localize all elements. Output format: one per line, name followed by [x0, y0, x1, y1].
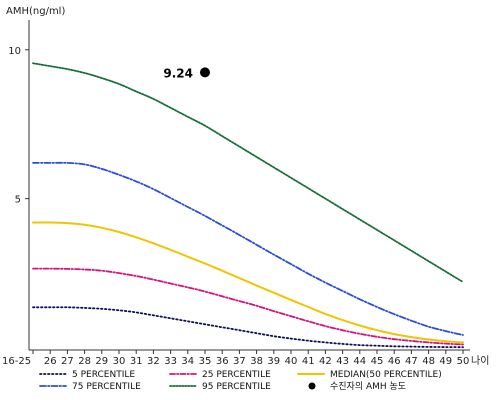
- x-tick-label: 39: [267, 356, 280, 367]
- x-tick-label: 16-25: [2, 356, 31, 367]
- x-tick-label: 38: [250, 356, 263, 367]
- legend-label-p25: 25 PERCENTILE: [202, 370, 271, 380]
- legend-label-patient: 수진자의 AMH 농도: [330, 381, 406, 392]
- x-tick-label: 48: [422, 356, 435, 367]
- x-tick-label: 42: [319, 356, 332, 367]
- x-tick-label: 32: [147, 356, 160, 367]
- x-tick-label: 33: [164, 356, 177, 367]
- x-tick-label: 35: [199, 356, 212, 367]
- legend-label-p75: 75 PERCENTILE: [72, 382, 141, 392]
- x-tick-label: 40: [285, 356, 298, 367]
- x-tick-label: 28: [78, 356, 91, 367]
- series-line-p95: [32, 62, 464, 283]
- x-tick-label: 41: [302, 356, 315, 367]
- series-line-p5: [32, 306, 464, 349]
- x-tick-label: 47: [405, 356, 418, 367]
- x-tick-label: 46: [388, 356, 401, 367]
- series-line-p75: [32, 161, 464, 336]
- y-tick-label: 10: [8, 46, 21, 57]
- x-tick-label: 37: [233, 356, 246, 367]
- legend-label-median: MEDIAN(50 PERCENTILE): [330, 370, 442, 380]
- x-tick-label: 36: [216, 356, 229, 367]
- legend: 5 PERCENTILE 25 PERCENTILE MEDIAN(50 PERCE…: [39, 370, 442, 392]
- x-axis-label: 나이: [471, 355, 489, 367]
- x-tick-label: 30: [113, 356, 126, 367]
- legend-label-p95: 95 PERCENTILE: [202, 382, 271, 392]
- legend-swatch-patient: [308, 382, 316, 390]
- y-tick-label: 5: [15, 195, 21, 206]
- legend-label-p5: 5 PERCENTILE: [72, 370, 135, 380]
- patient-amh-value-label: 9.24: [163, 66, 193, 80]
- x-tick-label: 50: [457, 356, 470, 367]
- x-tick-label: 31: [130, 356, 143, 367]
- series-line-median: [32, 221, 464, 344]
- y-axis-label: AMH(ng/ml): [6, 6, 65, 17]
- x-tick-label: 34: [181, 356, 194, 367]
- x-tick-label: 43: [336, 356, 349, 367]
- x-tick-label: 49: [439, 356, 452, 367]
- x-tick-label: 29: [95, 356, 108, 367]
- x-tick-label: 27: [61, 356, 74, 367]
- x-tick-label: 44: [353, 356, 366, 367]
- patient-amh-marker: [200, 67, 210, 78]
- x-tick-label: 26: [44, 356, 57, 367]
- plot-area: 5 10 16-25 26 27 28 29 30 31 32 33 34 35 36 37 38 39 40 41…: [2, 20, 470, 367]
- series-line-p25: [32, 267, 464, 346]
- x-tick-label: 45: [371, 356, 384, 367]
